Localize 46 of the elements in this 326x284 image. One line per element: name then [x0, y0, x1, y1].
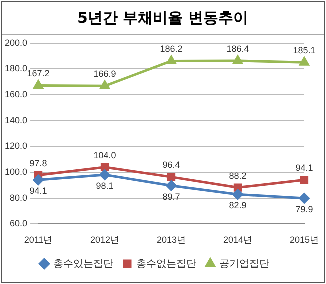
legend-label: 공기업집단 [220, 258, 270, 270]
point [100, 170, 110, 180]
chart-title: 5년간 부채비율 변동추이 [2, 2, 324, 35]
text: 88.2 [229, 170, 247, 181]
text: 186.2 [160, 44, 183, 54]
y-tick-label: 200.0 [4, 38, 28, 48]
point [100, 163, 110, 172]
y-tick-label: 60.0 [10, 218, 28, 229]
text: 82.9 [229, 200, 247, 211]
x-tick-label: 2014년 [223, 235, 253, 246]
text: 167.2 [27, 68, 50, 79]
text: 98.1 [96, 180, 114, 191]
text: 97.8 [30, 158, 48, 168]
text: 166.9 [94, 69, 116, 80]
y-tick-label: 180.0 [4, 64, 28, 74]
point [166, 180, 177, 192]
x-tick-label: 2012년 [90, 235, 120, 246]
point [232, 189, 244, 200]
point [300, 176, 309, 184]
y-tick-label: 80.0 [10, 192, 28, 203]
x-tick-label: 2013년 [156, 235, 186, 246]
text: 186.4 [226, 44, 250, 54]
x-tick-label: 2011년 [24, 235, 53, 246]
legend-label: 총수없는집단 [136, 258, 196, 270]
y-tick-label: 160.0 [4, 90, 28, 100]
point [100, 80, 110, 90]
text: 94.1 [296, 163, 314, 174]
point [299, 193, 310, 204]
text: 94.1 [30, 186, 48, 196]
y-tick-label: 140.0 [4, 115, 28, 126]
point [166, 56, 176, 64]
point [33, 174, 44, 186]
point [167, 173, 176, 182]
text: 96.4 [162, 160, 180, 170]
point [300, 57, 310, 66]
x-tick-label: 2015년 [290, 235, 320, 246]
text: 89.7 [162, 192, 180, 202]
text: 185.1 [293, 46, 316, 56]
text: 104.0 [94, 150, 116, 160]
point [233, 56, 243, 64]
legend-label: 총수있는집단 [54, 258, 114, 270]
y-tick-label: 120.0 [4, 141, 28, 152]
y-tick-label: 100.0 [4, 167, 28, 178]
text: 79.9 [296, 204, 314, 214]
point [34, 80, 44, 90]
point [234, 184, 242, 192]
